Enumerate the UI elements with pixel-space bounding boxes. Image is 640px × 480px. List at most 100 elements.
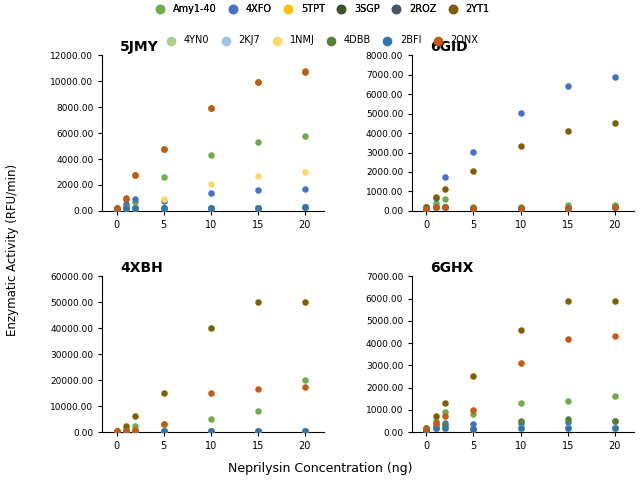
Point xyxy=(131,204,141,212)
Point xyxy=(515,142,525,150)
Point xyxy=(515,417,525,425)
Text: 4XBH: 4XBH xyxy=(120,261,163,275)
Point xyxy=(205,180,216,188)
Point xyxy=(121,428,131,435)
Point xyxy=(563,424,573,432)
Point xyxy=(515,204,525,212)
Point xyxy=(421,205,431,213)
Point xyxy=(610,203,620,211)
Point xyxy=(131,428,141,435)
Point xyxy=(610,424,620,432)
Point xyxy=(121,428,131,435)
Point xyxy=(468,204,479,212)
Point xyxy=(468,204,479,212)
Point xyxy=(431,203,441,211)
Point xyxy=(300,428,310,435)
Point xyxy=(253,428,263,435)
Point xyxy=(111,428,122,435)
Point xyxy=(440,408,451,416)
Point xyxy=(421,205,431,213)
Point xyxy=(610,424,620,432)
Point xyxy=(111,428,122,435)
Point xyxy=(159,204,169,212)
Point xyxy=(121,427,131,435)
Point xyxy=(111,204,122,212)
Point xyxy=(131,426,141,434)
Point xyxy=(515,204,525,212)
Point xyxy=(131,204,141,212)
Point xyxy=(610,417,620,425)
Point xyxy=(610,297,620,305)
Point xyxy=(431,424,441,432)
Point xyxy=(563,204,573,212)
Point xyxy=(431,424,441,432)
Point xyxy=(421,426,431,433)
Point xyxy=(131,171,141,179)
Point xyxy=(515,424,525,432)
Point xyxy=(121,204,131,212)
Point xyxy=(440,203,451,211)
Point xyxy=(563,424,573,432)
Point xyxy=(468,204,479,212)
Point xyxy=(205,189,216,197)
Point xyxy=(121,428,131,435)
Point xyxy=(421,205,431,213)
Point xyxy=(468,204,479,212)
Point xyxy=(300,168,310,176)
Point xyxy=(431,421,441,429)
Point xyxy=(468,425,479,432)
Point xyxy=(610,203,620,211)
Point xyxy=(563,397,573,405)
Point xyxy=(131,195,141,203)
Point xyxy=(440,186,451,193)
Point xyxy=(468,425,479,432)
Point xyxy=(131,428,141,435)
Point xyxy=(131,204,141,212)
Point xyxy=(205,428,216,435)
Point xyxy=(440,173,451,180)
Point xyxy=(515,204,525,212)
Point xyxy=(300,383,310,390)
Point xyxy=(563,335,573,342)
Point xyxy=(300,428,310,435)
Point xyxy=(515,359,525,367)
Point xyxy=(515,424,525,432)
Point xyxy=(440,424,451,432)
Point xyxy=(300,428,310,435)
Point xyxy=(205,324,216,332)
Point xyxy=(563,424,573,432)
Point xyxy=(300,203,310,211)
Point xyxy=(205,428,216,435)
Point xyxy=(121,428,131,435)
Point xyxy=(205,428,216,435)
Point xyxy=(440,203,451,211)
Point xyxy=(159,428,169,435)
Point xyxy=(159,204,169,212)
Point xyxy=(440,424,451,432)
Point xyxy=(300,203,310,211)
Point xyxy=(253,385,263,393)
Point xyxy=(440,195,451,203)
Point xyxy=(300,203,310,211)
Point xyxy=(440,203,451,211)
Point xyxy=(468,425,479,432)
Point xyxy=(159,195,169,203)
Point xyxy=(563,297,573,305)
Point xyxy=(300,427,310,434)
Point xyxy=(431,203,441,211)
Point xyxy=(111,206,122,214)
Point xyxy=(610,424,620,432)
Point xyxy=(431,203,441,211)
Point xyxy=(253,204,263,212)
Point xyxy=(253,138,263,146)
Point xyxy=(440,203,451,211)
Legend: Amy1-40, 4XFO, 5TPT, 3SGP, 2ROZ, 2YT1: Amy1-40, 4XFO, 5TPT, 3SGP, 2ROZ, 2YT1 xyxy=(147,0,493,18)
Point xyxy=(205,428,216,435)
Point xyxy=(610,73,620,81)
Point xyxy=(205,389,216,397)
Point xyxy=(431,424,441,432)
Point xyxy=(131,204,141,212)
Point xyxy=(421,203,431,211)
Point xyxy=(610,203,620,211)
Point xyxy=(111,428,122,435)
